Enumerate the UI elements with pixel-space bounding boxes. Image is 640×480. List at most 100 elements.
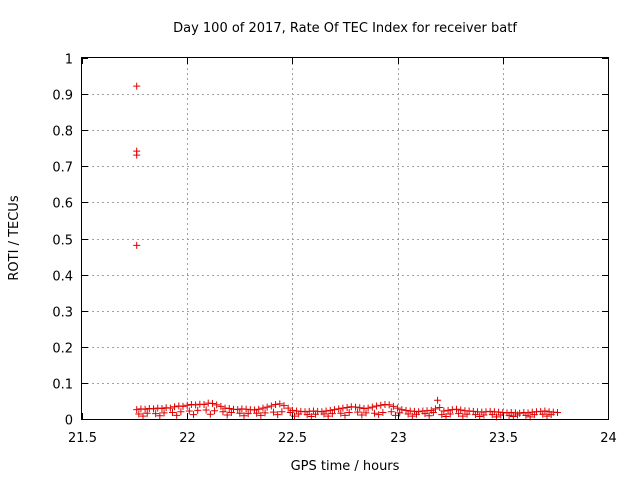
data-point-marker [280, 402, 288, 410]
data-point-marker [436, 403, 444, 411]
data-point-marker [396, 409, 404, 417]
data-point-marker [373, 402, 381, 410]
data-point-marker [307, 412, 315, 420]
data-point-marker [379, 409, 387, 417]
data-point-marker [267, 402, 275, 410]
data-point-marker [269, 408, 277, 416]
data-point-marker [539, 410, 547, 418]
data-point-marker [133, 151, 141, 159]
data-point-marker [173, 411, 181, 419]
y-tick-label: 0.7 [52, 161, 73, 176]
data-point-marker [471, 411, 479, 419]
data-point-marker [509, 412, 517, 420]
data-point-marker [171, 403, 179, 411]
x-tick-label: 21.5 [68, 431, 97, 446]
x-tick-label: 23.5 [489, 431, 518, 446]
data-point-marker [240, 412, 248, 420]
data-point-marker [135, 410, 143, 418]
data-point-marker [453, 405, 461, 413]
data-point-marker [377, 401, 385, 409]
data-point-marker [166, 404, 174, 412]
data-point-marker [480, 411, 488, 419]
data-point-marker [217, 402, 225, 410]
data-point-marker [352, 403, 360, 411]
data-point-marker [150, 405, 158, 413]
data-point-marker [362, 409, 370, 417]
x-axis-ticks: 21.5 22 22.5 23 23.5 24 [68, 58, 617, 446]
data-point-marker [263, 403, 271, 411]
data-point-marker [295, 410, 303, 418]
data-point-marker [368, 403, 376, 411]
data-points [133, 82, 562, 421]
data-point-marker [330, 406, 338, 414]
y-tick-label: 0.6 [52, 197, 73, 212]
data-point-marker [554, 409, 562, 417]
data-point-marker [514, 411, 522, 419]
data-point-marker [156, 412, 164, 420]
data-point-marker [328, 410, 336, 418]
data-point-marker [261, 409, 269, 417]
y-tick-label: 0.9 [52, 89, 73, 104]
x-tick-label: 23 [390, 431, 407, 446]
data-point-marker [284, 404, 292, 412]
data-point-marker [190, 411, 198, 419]
data-point-marker [345, 409, 353, 417]
data-point-marker [356, 404, 364, 412]
data-point-marker [152, 410, 160, 418]
x-tick-label: 22.5 [278, 431, 307, 446]
data-point-marker [522, 411, 530, 419]
data-point-marker [168, 409, 176, 417]
data-point-marker [364, 404, 372, 412]
data-point-marker [547, 411, 555, 419]
data-point-marker [139, 412, 147, 420]
data-point-marker [208, 399, 216, 407]
data-point-marker [179, 402, 187, 410]
data-point-marker [286, 409, 294, 417]
data-point-marker [272, 401, 280, 409]
data-point-marker [375, 411, 383, 419]
data-point-marker [385, 401, 393, 409]
data-point-marker [202, 406, 210, 414]
data-point-marker [387, 408, 395, 416]
data-point-marker [404, 410, 412, 418]
plot-frame [81, 57, 609, 420]
data-point-marker [276, 400, 284, 408]
y-tick-label: 0.4 [52, 270, 73, 285]
data-point-marker [185, 407, 193, 415]
data-point-marker [200, 401, 208, 409]
data-point-marker [413, 410, 421, 418]
data-point-marker [339, 404, 347, 412]
data-point-marker [335, 405, 343, 413]
data-point-marker [446, 410, 454, 418]
data-point-marker [303, 411, 311, 419]
data-point-marker [219, 408, 227, 416]
data-point-marker [341, 411, 349, 419]
data-point-marker [530, 411, 538, 419]
data-point-marker [343, 403, 351, 411]
data-point-marker [244, 410, 252, 418]
data-point-marker [391, 411, 399, 419]
data-point-marker [253, 409, 261, 417]
data-point-marker [278, 408, 286, 416]
x-axis-label: GPS time / hours [291, 459, 400, 474]
data-point-marker [211, 407, 219, 415]
y-tick-label: 0 [65, 414, 73, 429]
data-point-marker [354, 408, 362, 416]
y-axis-label: ROTI / TECUs [7, 195, 22, 280]
data-point-marker [133, 241, 141, 249]
data-point-marker [257, 411, 265, 419]
data-point-marker [177, 408, 185, 416]
data-point-marker [402, 406, 410, 414]
data-point-marker [476, 412, 484, 420]
data-point-marker [438, 411, 446, 419]
data-point-marker [259, 404, 267, 412]
data-point-marker [440, 407, 448, 415]
data-point-marker [324, 412, 332, 420]
data-point-marker [457, 406, 465, 414]
data-point-marker [225, 405, 233, 413]
x-tick-label: 22 [179, 431, 196, 446]
data-point-marker [183, 401, 191, 409]
data-point-marker [194, 406, 202, 414]
data-point-marker [160, 409, 168, 417]
